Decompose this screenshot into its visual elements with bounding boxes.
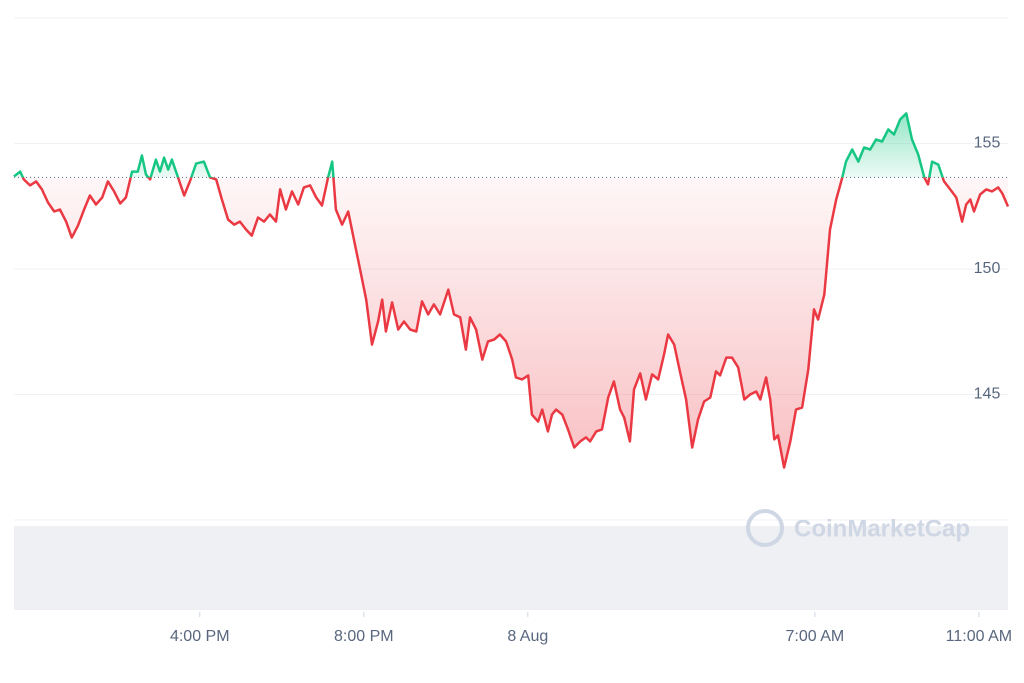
x-tick-label: 8:00 PM bbox=[334, 628, 394, 645]
x-tick-label: 11:00 AM bbox=[946, 628, 1012, 645]
watermark: CoinMarketCap bbox=[746, 509, 970, 547]
x-tick-label: 4:00 PM bbox=[170, 628, 230, 645]
x-tick-label: 7:00 AM bbox=[786, 628, 845, 645]
y-tick-label: 155 bbox=[974, 135, 1001, 152]
y-tick-label: 150 bbox=[974, 260, 1001, 277]
price-line bbox=[13, 112, 1010, 469]
watermark-text: CoinMarketCap bbox=[794, 515, 970, 542]
volume-area bbox=[14, 526, 1008, 610]
x-tick-label: 8 Aug bbox=[507, 628, 548, 645]
y-tick-label: 145 bbox=[974, 386, 1001, 403]
area-fill bbox=[14, 113, 1008, 468]
watermark-logo bbox=[746, 509, 784, 547]
